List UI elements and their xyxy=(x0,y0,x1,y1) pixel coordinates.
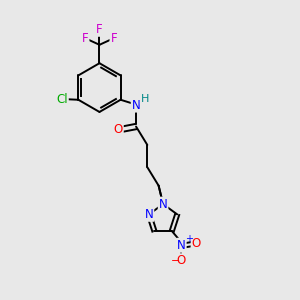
Text: +: + xyxy=(185,234,193,244)
Text: F: F xyxy=(110,32,117,45)
Text: O: O xyxy=(192,237,201,250)
Text: N: N xyxy=(145,208,153,221)
Text: N: N xyxy=(132,99,140,112)
Text: F: F xyxy=(82,32,88,45)
Text: −: − xyxy=(171,256,181,266)
Text: N: N xyxy=(159,198,167,211)
Text: N: N xyxy=(177,239,186,252)
Text: O: O xyxy=(114,123,123,136)
Text: O: O xyxy=(177,254,186,267)
Text: Cl: Cl xyxy=(56,93,68,106)
Text: F: F xyxy=(96,23,103,36)
Text: H: H xyxy=(141,94,149,104)
